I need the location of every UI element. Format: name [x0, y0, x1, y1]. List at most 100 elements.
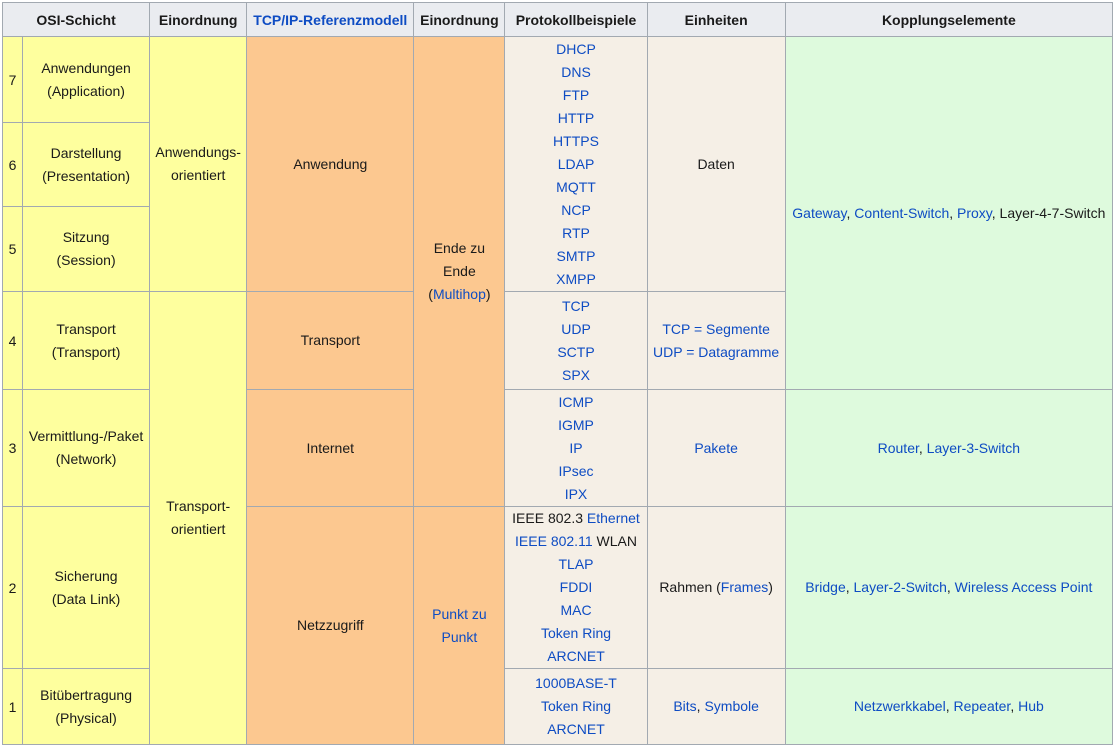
proxy-link[interactable]: Proxy — [957, 204, 992, 221]
ncp-link[interactable]: NCP — [561, 201, 591, 218]
tlap-link[interactable]: TLAP — [558, 556, 594, 572]
text-line: Bridge, Layer-2-Switch, Wireless Access … — [790, 576, 1108, 599]
1000base-t-link[interactable]: 1000BASE-T — [535, 675, 617, 691]
layer-3-switch-link[interactable]: Layer-3-Switch — [926, 439, 1021, 456]
router-link[interactable]: Router — [877, 439, 919, 456]
text-line: Anwendungs- — [154, 141, 242, 164]
sctp-link[interactable]: SCTP — [557, 343, 595, 360]
gateway-link[interactable]: Gateway — [792, 204, 847, 221]
ethernet-link[interactable]: Ethernet — [586, 510, 640, 526]
https-link[interactable]: HTTPS — [553, 132, 599, 149]
bridge-link[interactable]: Bridge — [805, 579, 846, 595]
einheiten-pakete-cell: Pakete — [646, 389, 786, 507]
ldap-link[interactable]: LDAP — [557, 155, 595, 172]
ieee-802-11-link[interactable]: IEEE 802.11 — [515, 533, 593, 549]
text-segment: Daten — [697, 155, 735, 172]
bits-link[interactable]: Bits — [673, 698, 697, 714]
text-line: HTTP — [509, 107, 642, 130]
text-line: 1000BASE-T — [509, 672, 642, 695]
ip-link[interactable]: IP — [569, 439, 583, 456]
igmp-link[interactable]: IGMP — [558, 416, 594, 433]
text-line: FDDI — [509, 576, 642, 599]
text-line: orientiert — [154, 518, 242, 541]
rtp-link[interactable]: RTP — [562, 224, 590, 241]
text-line: Token Ring — [509, 695, 642, 718]
ftp-link[interactable]: FTP — [562, 86, 590, 103]
token-ring-link[interactable]: Token Ring — [540, 625, 612, 641]
dhcp-link[interactable]: DHCP — [556, 40, 596, 57]
text-line: Punkt — [418, 626, 500, 649]
icmp-link[interactable]: ICMP — [558, 393, 594, 410]
xmpp-link[interactable]: XMPP — [556, 270, 596, 287]
layer-2-switch-link[interactable]: Layer-2-Switch — [853, 579, 947, 595]
ipx-link[interactable]: IPX — [564, 485, 588, 502]
text-line: Pakete — [652, 437, 781, 460]
text-line: Darstellung — [27, 142, 145, 165]
text-line: Vermittlung-/Paket — [27, 425, 145, 448]
tcpip-referenzmodell-link[interactable]: TCP/IP-Referenzmodell — [253, 11, 408, 28]
text-line: (Presentation) — [27, 165, 145, 188]
content-switch-link[interactable]: Content-Switch — [854, 204, 950, 221]
text-line: TCP = Segmente — [652, 318, 781, 341]
text-segment: , — [846, 204, 855, 221]
arcnet-link[interactable]: ARCNET — [547, 721, 605, 737]
layer-6-number-cell: 6 — [1, 122, 24, 207]
text-line: (Multihop) — [418, 283, 500, 306]
text-segment: orientiert — [170, 167, 226, 183]
layer-1-name-cell: Bitübertragung (Physical) — [22, 668, 151, 745]
spx-link[interactable]: SPX — [561, 366, 590, 383]
kopplung-layer-1-cell: Netzwerkkabel, Repeater, Hub — [784, 668, 1114, 745]
udp-link[interactable]: UDP — [561, 320, 591, 337]
tcp-link[interactable]: TCP — [562, 297, 590, 314]
text-line: SCTP — [509, 341, 642, 364]
row-layer-7: 7 Anwendungen (Application) Anwendungs-or… — [1, 36, 1114, 507]
wireless-access-point-link[interactable]: Wireless Access Point — [954, 579, 1093, 595]
text-line: Anwendungen — [27, 57, 145, 80]
http-link[interactable]: HTTP — [557, 109, 595, 126]
protokolle-internet-cell: ICMP IGMP IP IPsec IPX — [504, 389, 648, 507]
text-segment: Anwendungs- — [155, 144, 241, 160]
ipsec-link[interactable]: IPsec — [558, 462, 594, 479]
mac-link[interactable]: MAC — [560, 602, 592, 618]
smtp-link[interactable]: SMTP — [556, 247, 596, 264]
text-line: IP — [509, 437, 642, 460]
protokolle-transport-cell: TCP UDP SCTP SPX — [504, 291, 648, 390]
repeater-link[interactable]: Repeater — [953, 698, 1011, 714]
udp-datagramme-link[interactable]: UDP = Datagramme — [653, 343, 780, 360]
mqtt-link[interactable]: MQTT — [556, 178, 596, 195]
text-segment: Netzzugriff — [296, 617, 364, 633]
text-segment: , — [696, 698, 705, 714]
text-line: IPX — [509, 483, 642, 506]
text-line: Netzzugriff — [251, 614, 409, 637]
einheiten-rahmen-cell: Rahmen (Frames) — [646, 506, 786, 669]
text-line: IGMP — [509, 414, 642, 437]
text-line: DNS — [509, 61, 642, 84]
tcpip-einordnung-punkt-zu-punkt-cell: Punkt zu Punkt — [413, 506, 506, 745]
punkt-zu-link[interactable]: Punkt zu — [432, 605, 487, 622]
header-row: OSI-Schicht Einordnung TCP/IP-Referenzmo… — [1, 2, 1114, 37]
tcp-segmente-link[interactable]: TCP = Segmente — [662, 320, 770, 337]
text-segment: ) — [768, 579, 773, 595]
layer-6-name-cell: Darstellung (Presentation) — [22, 122, 151, 207]
einordnung-transportorientiert-cell: Transport-orientiert — [149, 291, 248, 745]
netzwerkkabel-link[interactable]: Netzwerkkabel — [853, 698, 946, 714]
dns-link[interactable]: DNS — [561, 63, 591, 80]
text-line: Sicherung — [27, 565, 145, 588]
token-ring-link[interactable]: Token Ring — [540, 698, 612, 714]
multihop-link[interactable]: Multihop — [432, 286, 486, 302]
text-segment: (Transport) — [51, 343, 121, 360]
hub-link[interactable]: Hub — [1018, 698, 1044, 714]
text-segment: Vermittlung-/Paket — [28, 428, 144, 444]
layer-4-name-cell: Transport (Transport) — [22, 291, 151, 390]
text-segment: (Session) — [56, 252, 116, 268]
pakete-link[interactable]: Pakete — [694, 439, 738, 456]
row-layer-5: 5 Sitzung (Session) — [1, 206, 1113, 292]
einheiten-daten-cell: Daten — [646, 36, 786, 292]
punkt-link[interactable]: Punkt — [441, 628, 478, 645]
frames-link[interactable]: Frames — [720, 579, 769, 595]
fddi-link[interactable]: FDDI — [559, 579, 593, 595]
arcnet-link[interactable]: ARCNET — [547, 648, 605, 664]
symbole-link[interactable]: Symbole — [704, 698, 759, 714]
tcpip-netzzugriff-cell: Netzzugriff — [246, 506, 415, 745]
kopplung-layer-3-cell: Router, Layer-3-Switch — [784, 389, 1114, 507]
